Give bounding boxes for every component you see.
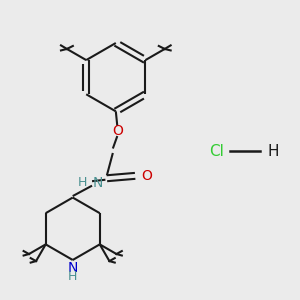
- Text: O: O: [142, 169, 153, 183]
- Text: H: H: [78, 176, 88, 189]
- Text: N: N: [68, 262, 78, 275]
- Text: N: N: [93, 176, 103, 190]
- Text: H: H: [267, 144, 279, 159]
- Text: H: H: [68, 270, 77, 284]
- Text: O: O: [112, 124, 123, 138]
- Text: Cl: Cl: [209, 144, 224, 159]
